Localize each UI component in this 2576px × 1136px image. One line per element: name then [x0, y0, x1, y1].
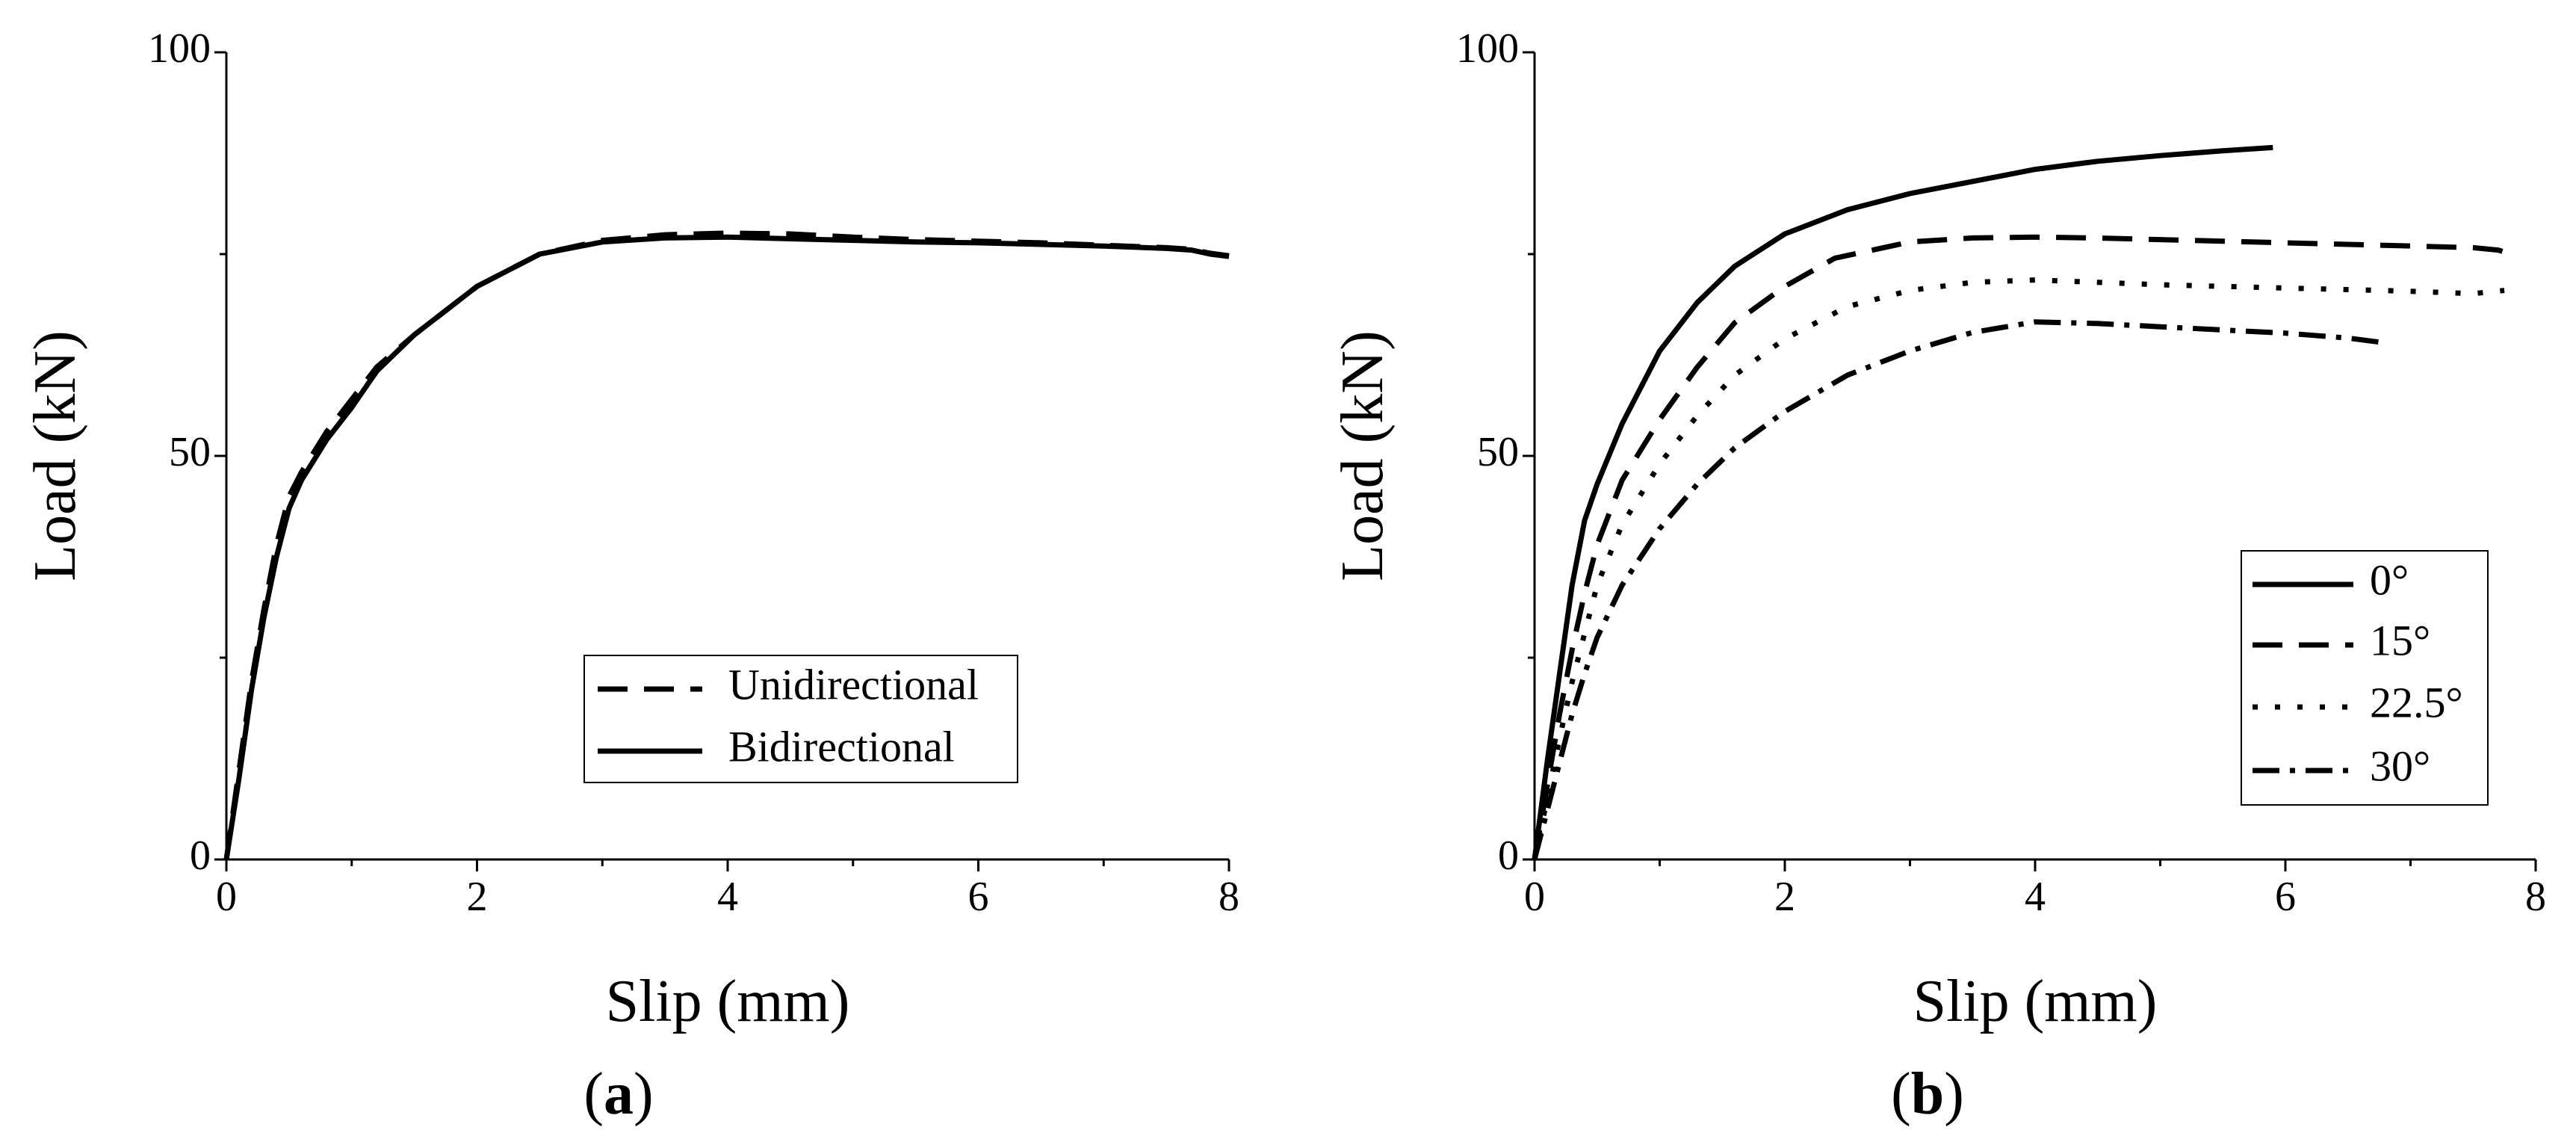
legend-label-bidirectional: Bidirectional — [728, 722, 955, 771]
legend-label-30deg: 30° — [2370, 741, 2430, 790]
x-tick-label: 2 — [467, 874, 488, 920]
legend-label-unidirectional: Unidirectional — [728, 660, 979, 709]
panel-label-a: (a) — [583, 1061, 653, 1127]
x-axis-title-b: Slip (mm) — [1913, 969, 2158, 1034]
legend-label-15deg: 15° — [2370, 616, 2430, 664]
plot-series-a — [223, 230, 1230, 860]
y-tick-label: 0 — [1498, 833, 1519, 879]
legend-box-a — [583, 655, 1018, 783]
legend-b: 0° 15° 22.5° 30° — [2241, 550, 2489, 806]
chart-panel-a: 0 50 100 0 2 4 6 8 Slip (mm) Load (kN) U… — [22, 25, 1239, 1127]
plot-series-b — [1532, 144, 2518, 860]
x-tick-label: 8 — [1219, 874, 1239, 920]
y-tick-label: 100 — [148, 25, 211, 72]
legend-label-22-5deg: 22.5° — [2370, 678, 2463, 726]
legend-label-0deg: 0° — [2370, 555, 2409, 604]
x-tick-label: 6 — [2275, 874, 2296, 920]
legend-a: Unidirectional Bidirectional — [583, 655, 1018, 783]
chart-panel-b: 0 50 100 0 2 4 6 8 Slip (mm) Load (kN) 0… — [1330, 25, 2546, 1127]
x-tick-label: 2 — [1774, 874, 1795, 920]
y-tick-label: 100 — [1456, 25, 1519, 72]
y-tick-label: 50 — [169, 429, 211, 475]
y-tick-label: 0 — [190, 833, 211, 879]
axis-ticks-a — [214, 51, 1230, 871]
series-line-dashed — [1532, 234, 2518, 860]
panel-label-b: (b) — [1891, 1061, 1964, 1127]
x-tick-label: 8 — [2525, 874, 2546, 920]
series-line-solid — [1532, 144, 2273, 860]
legend-box-b — [2241, 550, 2489, 806]
x-tick-label: 4 — [2025, 874, 2046, 920]
x-tick-label: 6 — [968, 874, 989, 920]
x-tick-label: 4 — [717, 874, 738, 920]
x-tick-label: 0 — [216, 874, 237, 920]
y-tick-label: 50 — [1477, 429, 1519, 475]
series-line-solid — [223, 234, 1230, 860]
y-axis-title-b: Load (kN) — [1330, 330, 1396, 581]
panel-label-letter: a — [604, 1061, 634, 1127]
axis-ticks-b — [1523, 51, 2537, 871]
x-tick-label: 0 — [1524, 874, 1545, 920]
panel-label-open: ( — [583, 1061, 604, 1127]
panel-label-letter: b — [1911, 1061, 1945, 1127]
panel-label-close: ) — [634, 1061, 654, 1127]
panel-label-open: ( — [1891, 1061, 1911, 1127]
series-line-dash-dot — [1532, 319, 2386, 860]
panel-label-close: ) — [1944, 1061, 1964, 1127]
x-axis-title-a: Slip (mm) — [606, 969, 850, 1034]
y-axis-title-a: Load (kN) — [22, 330, 88, 581]
